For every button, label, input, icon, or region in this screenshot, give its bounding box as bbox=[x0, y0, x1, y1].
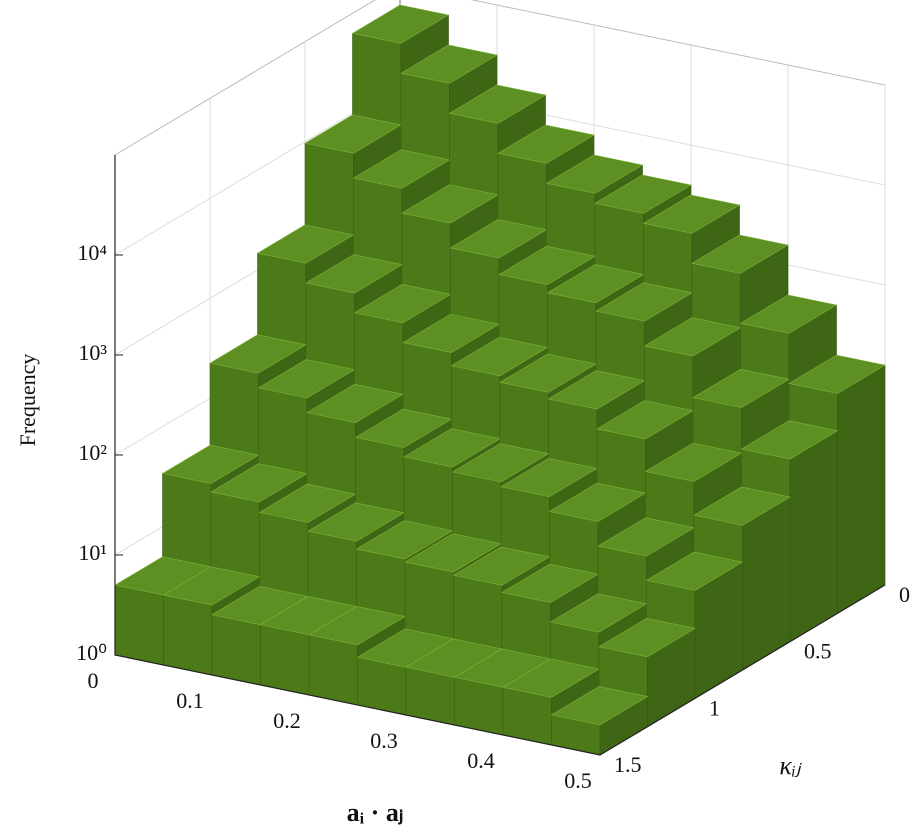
bar-top bbox=[497, 124, 595, 164]
x-tick-label: 0.5 bbox=[564, 768, 592, 793]
bar-top bbox=[595, 282, 693, 322]
bar-face bbox=[789, 430, 838, 643]
bar-top bbox=[548, 482, 647, 522]
bar-top bbox=[596, 400, 694, 440]
bar-top bbox=[499, 353, 597, 393]
x-tick-label: 0 bbox=[88, 668, 99, 693]
bar-face bbox=[163, 594, 213, 676]
bar-face bbox=[114, 584, 164, 666]
bar-top bbox=[209, 334, 307, 374]
z-tick-label: 10¹ bbox=[78, 540, 107, 565]
bar-top bbox=[162, 566, 261, 606]
bar-top bbox=[549, 593, 648, 633]
bar-top bbox=[643, 317, 742, 357]
bar-top bbox=[401, 184, 499, 224]
bar-top bbox=[307, 502, 405, 542]
x-axis-label: aᵢ · aⱼ bbox=[347, 798, 404, 827]
y-tick-label: 1.5 bbox=[614, 752, 642, 777]
bar-top bbox=[642, 194, 741, 234]
axis-line bbox=[114, 155, 886, 756]
bar-top bbox=[161, 444, 260, 484]
bar-face bbox=[742, 496, 791, 671]
bar-top bbox=[739, 294, 838, 334]
bar-top bbox=[257, 359, 356, 399]
bars bbox=[114, 4, 886, 756]
bar-top bbox=[256, 224, 355, 264]
bar-top bbox=[501, 563, 599, 603]
bar-top bbox=[308, 606, 406, 646]
bar-top bbox=[692, 368, 790, 408]
bar-top bbox=[502, 658, 600, 698]
bar-top bbox=[597, 517, 695, 557]
bar-top bbox=[449, 219, 548, 259]
bar-top bbox=[500, 458, 598, 498]
bar-top bbox=[448, 84, 547, 124]
bar-face bbox=[211, 614, 261, 686]
bar-top bbox=[691, 234, 789, 274]
z-tick-label: 10⁰ bbox=[76, 640, 107, 665]
bar-top bbox=[451, 443, 550, 483]
z-axis-label: Frequency bbox=[15, 354, 40, 447]
bar-top bbox=[644, 442, 743, 482]
bar-top bbox=[546, 264, 645, 304]
bar-top bbox=[354, 408, 453, 448]
bar-top bbox=[352, 149, 451, 189]
bar-face bbox=[308, 634, 358, 706]
z-tick-label: 10² bbox=[78, 440, 107, 465]
bar-top bbox=[547, 370, 646, 410]
x-tick-label: 0.1 bbox=[176, 688, 204, 713]
bar-top bbox=[693, 486, 791, 526]
bar-top bbox=[450, 337, 549, 377]
bar-top bbox=[400, 44, 498, 84]
bar bbox=[550, 686, 649, 756]
bar-top bbox=[452, 546, 551, 586]
bar-top bbox=[355, 520, 454, 560]
x-tick-label: 0.3 bbox=[370, 728, 398, 753]
bar-top bbox=[550, 686, 649, 726]
y-tick-label: 0 bbox=[899, 582, 910, 607]
bar-top bbox=[598, 618, 696, 658]
bar-top bbox=[306, 383, 404, 423]
bar-top bbox=[404, 533, 502, 573]
bar-top bbox=[351, 4, 450, 44]
y-tick-label: 0.5 bbox=[804, 639, 832, 664]
bar-top bbox=[258, 483, 357, 523]
bar-top bbox=[402, 313, 500, 353]
bar-top bbox=[304, 114, 402, 154]
bar-top bbox=[645, 551, 744, 591]
bar-top bbox=[594, 174, 692, 214]
bar-top bbox=[305, 254, 403, 294]
bar-top bbox=[353, 284, 452, 324]
y-axis-label: κᵢⱼ bbox=[779, 751, 802, 780]
bar-top bbox=[788, 354, 886, 394]
z-tick-label: 10⁴ bbox=[77, 240, 107, 265]
bar-top bbox=[545, 154, 644, 194]
bar-top bbox=[740, 420, 839, 460]
bar-top bbox=[498, 245, 596, 285]
x-tick-label: 0.4 bbox=[467, 748, 495, 773]
bar-face bbox=[260, 624, 310, 696]
z-tick-label: 10³ bbox=[78, 340, 107, 365]
bar-top bbox=[210, 463, 308, 503]
y-tick-label: 1 bbox=[709, 695, 720, 720]
x-tick-label: 0.2 bbox=[273, 708, 301, 733]
bar-top bbox=[403, 428, 501, 468]
bar-face bbox=[837, 364, 886, 614]
